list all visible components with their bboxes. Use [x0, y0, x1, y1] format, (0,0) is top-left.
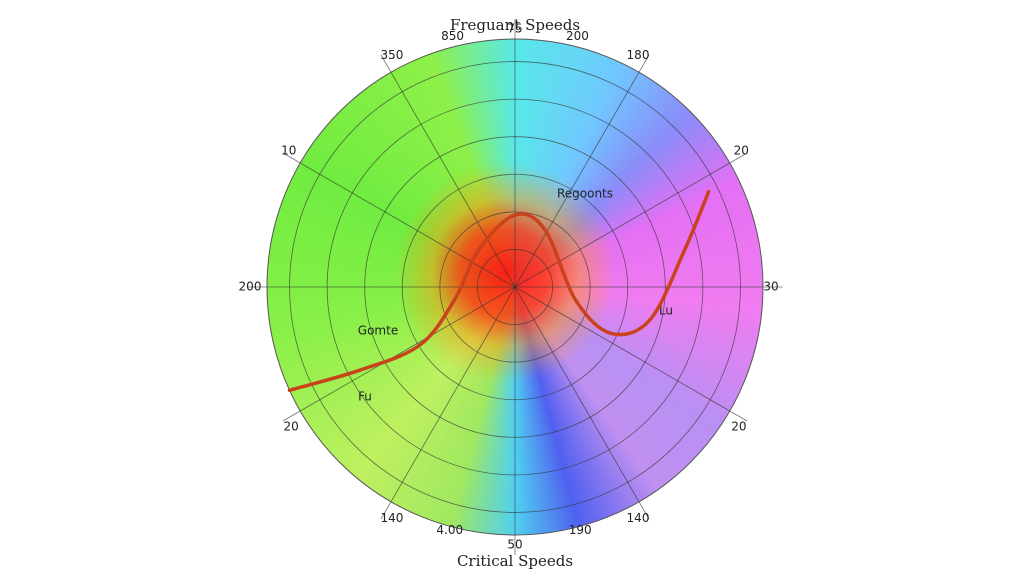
- angular-label: 350: [381, 48, 404, 62]
- angular-label: 50: [507, 538, 522, 552]
- grid-spoke: [380, 286, 516, 520]
- annotation: Fu: [358, 390, 372, 404]
- angular-label: 20: [731, 419, 746, 433]
- grid-spoke: [380, 54, 516, 288]
- grid-spoke: [282, 152, 516, 288]
- angular-label: 180: [627, 48, 650, 62]
- grid-spoke: [514, 54, 650, 288]
- angular-label: 140: [381, 511, 404, 525]
- grid-spoke: [514, 152, 748, 288]
- angular-label: 850: [441, 29, 464, 43]
- angular-label: 75: [507, 22, 522, 36]
- polar-border: [266, 38, 764, 536]
- angular-label: 20: [283, 419, 298, 433]
- x-axis-label: Critical Speeds: [457, 552, 573, 570]
- angular-label: 30: [763, 280, 778, 294]
- grid-spoke: [514, 286, 650, 520]
- series-line: [287, 189, 711, 392]
- angular-label: 200: [566, 29, 589, 43]
- grid-spoke: [282, 286, 516, 422]
- angular-label: 4.00: [436, 523, 463, 537]
- angular-label: 140: [627, 511, 650, 525]
- angular-label: 190: [569, 523, 592, 537]
- annotation: Gomte: [358, 324, 398, 338]
- angular-label: 20: [734, 144, 749, 158]
- grid-spoke: [514, 286, 748, 422]
- angular-label: 200: [239, 280, 262, 294]
- angular-label: 10: [281, 144, 296, 158]
